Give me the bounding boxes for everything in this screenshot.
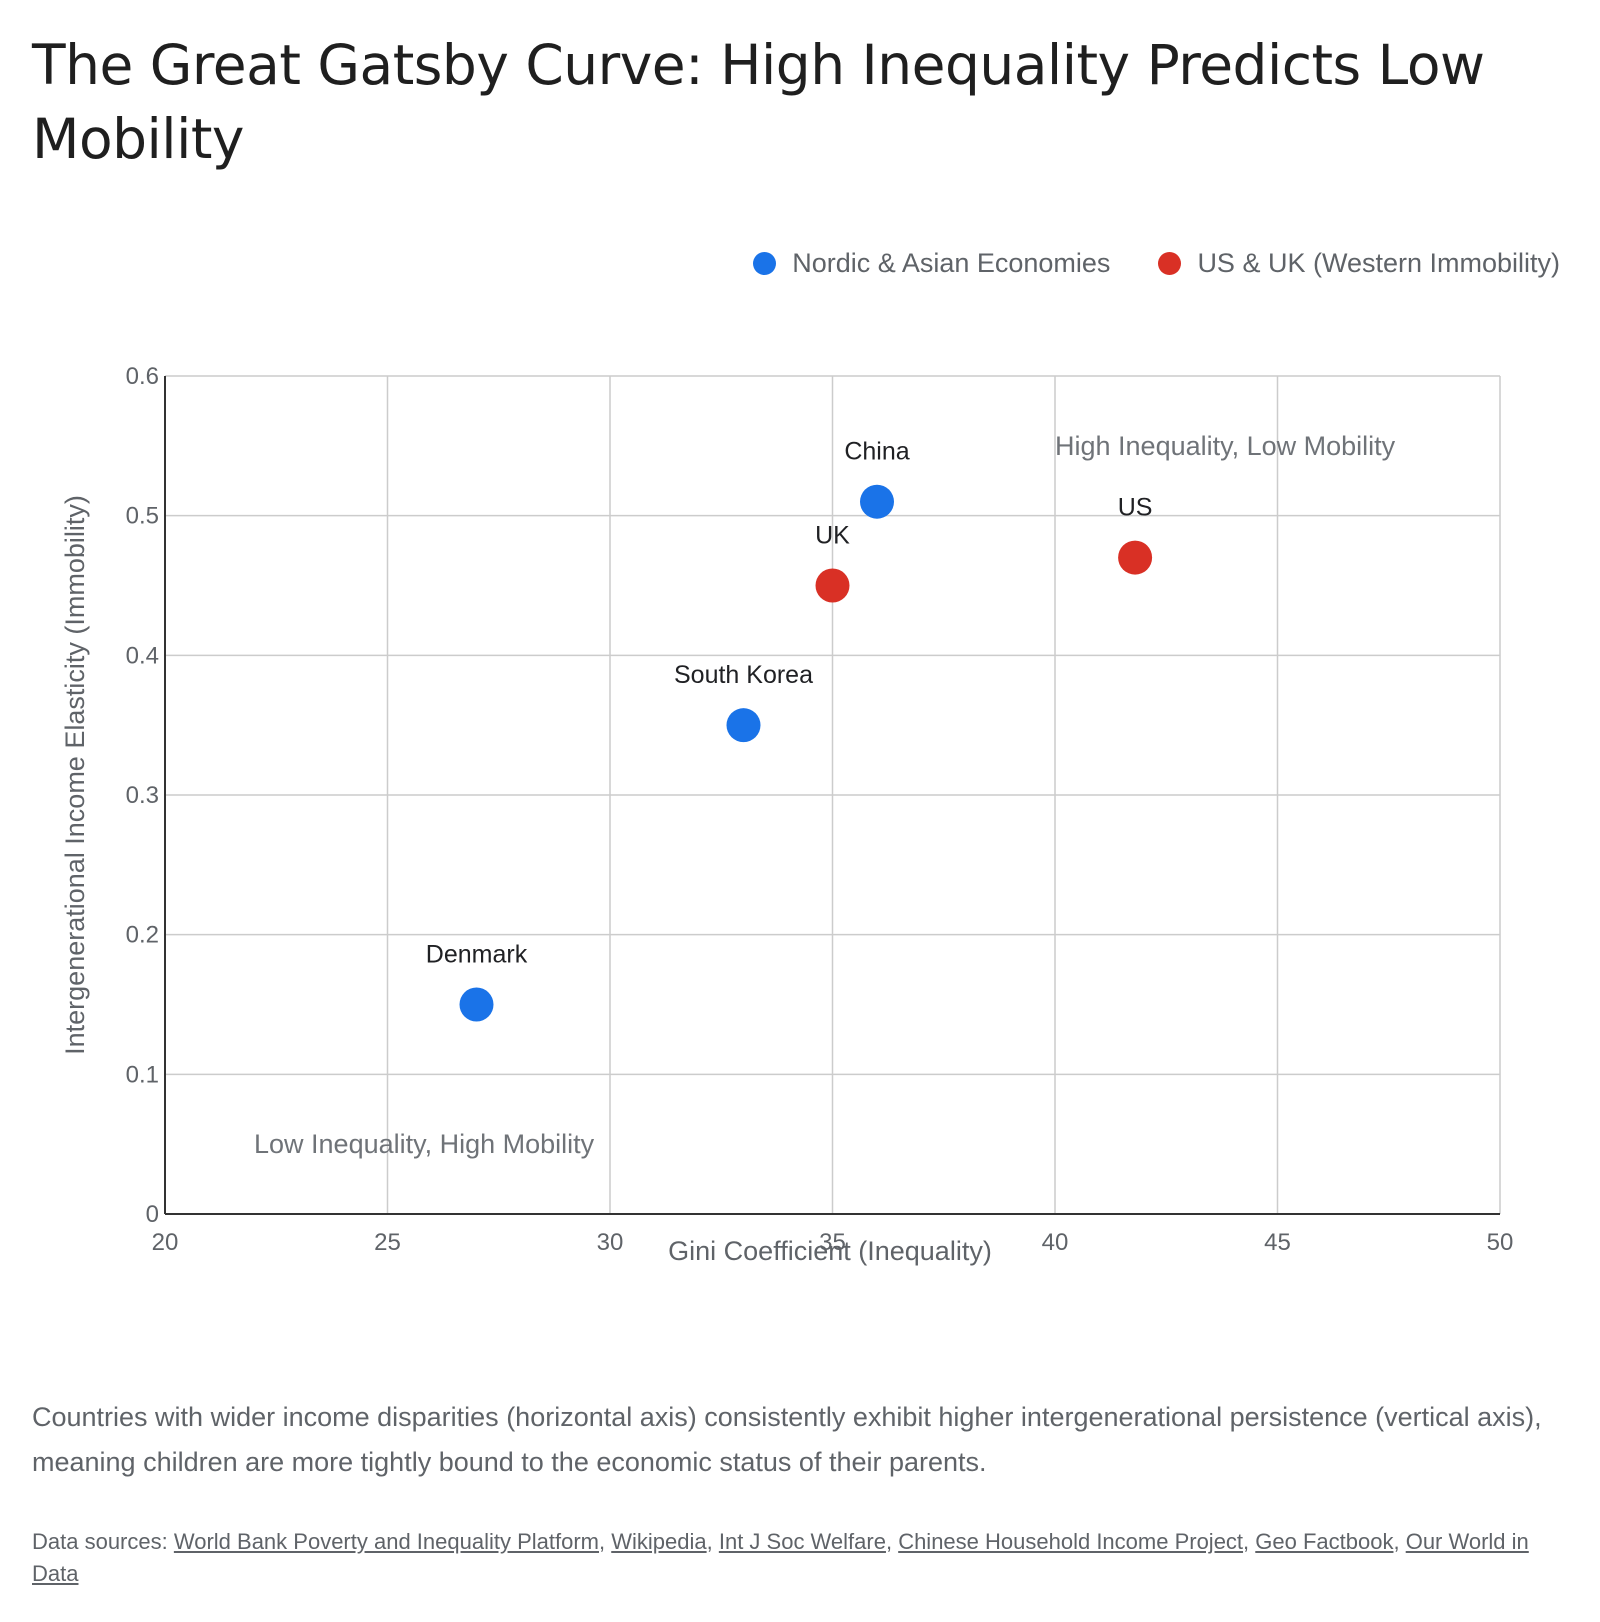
chart-grid [164,375,1501,1215]
data-point [815,568,850,603]
legend-item-nordic-asian[interactable]: Nordic & Asian Economies [753,248,1110,279]
data-points: Denmark South Korea China UK US [426,438,1153,1022]
y-tick-label: 0.5 [126,503,159,530]
source-link-wikipedia[interactable]: Wikipedia [611,1529,707,1554]
source-link-int-j-soc-welfare[interactable]: Int J Soc Welfare [718,1529,886,1554]
chart-caption: Countries with wider income disparities … [32,1402,1542,1477]
legend-label: US & UK (Western Immobility) [1197,248,1560,278]
source-link-owid[interactable]: Our World in Data [32,1529,1529,1586]
data-point [860,484,894,519]
y-tick-label: 0.4 [126,642,159,669]
chart-title: The Great Gatsby Curve: High Inequality … [32,33,1485,171]
x-tick-label: 30 [597,1229,624,1256]
scatter-chart: 20 25 30 35 40 45 50 0 0.1 0.2 0.3 0.4 0.5 0.6 High I… [60,363,1514,1266]
data-point-label: Denmark [426,941,528,969]
legend-label: Nordic & Asian Economies [792,248,1111,278]
source-link-world-bank[interactable]: World Bank Poverty and Inequality Platfo… [173,1529,599,1554]
y-tick-label: 0 [146,1201,159,1228]
data-sources: Data sources: World Bank Poverty and Ine… [32,1529,1529,1586]
data-point [459,987,494,1022]
source-link-geo-factbook[interactable]: Geo Factbook [1255,1529,1394,1554]
legend-marker-blue [753,252,777,275]
x-tick-label: 40 [1042,1229,1069,1256]
y-tick-label: 0.6 [126,363,159,390]
x-tick-label: 50 [1487,1229,1514,1256]
x-tick-label: 35 [819,1229,846,1256]
data-point [726,708,761,743]
y-tick-label: 0.2 [126,922,159,949]
legend-marker-red [1158,252,1182,275]
data-point [1118,540,1153,575]
y-axis-label: Intergenerational Income Elasticity (Imm… [60,495,90,1055]
source-link-chip[interactable]: Chinese Household Income Project [898,1529,1244,1554]
x-tick-label: 20 [152,1229,179,1256]
axis-ticks: 20 25 30 35 40 45 50 0 0.1 0.2 0.3 0.4 0.5 0.6 [126,363,1514,1256]
sources-prefix: Data sources: [32,1529,168,1554]
data-point-label: China [844,438,909,466]
data-point-label: UK [815,522,850,550]
y-tick-label: 0.1 [126,1061,159,1088]
x-axis-label: Gini Coefficient (Inequality) [668,1236,992,1266]
legend-item-us-uk[interactable]: US & UK (Western Immobility) [1158,248,1560,279]
x-tick-label: 45 [1264,1229,1291,1256]
x-tick-label: 25 [374,1229,401,1256]
quadrant-annotation: High Inequality, Low Mobility [1055,431,1396,461]
chart-legend: Nordic & Asian Economies US & UK (Wester… [753,248,1560,279]
data-point-label: US [1118,494,1153,522]
chart-annotations: High Inequality, Low Mobility Low Inequal… [254,431,1396,1159]
data-point-label: South Korea [674,661,813,689]
quadrant-annotation: Low Inequality, High Mobility [254,1129,595,1159]
y-tick-label: 0.3 [126,782,159,809]
